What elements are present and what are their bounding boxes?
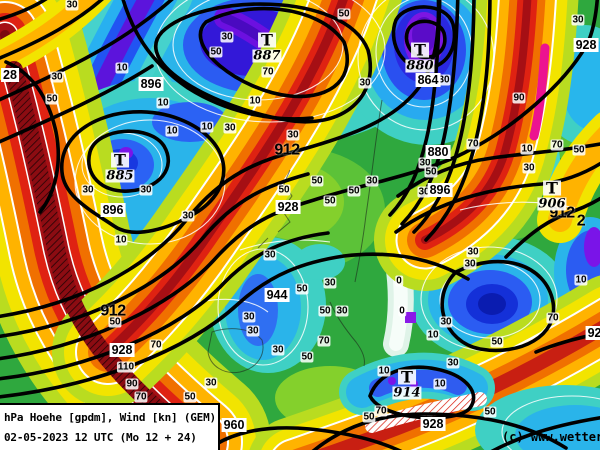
height-contour-label: 896	[138, 77, 164, 91]
wind-speed-label: 30	[463, 258, 477, 270]
wind-speed-label: 70	[374, 405, 388, 417]
wind-speed-label: 10	[115, 62, 129, 74]
wind-speed-label: 30	[323, 277, 337, 289]
wind-speed-label: 50	[295, 283, 309, 295]
low-center-symbol: T	[111, 152, 129, 168]
wind-speed-label: 0	[398, 305, 406, 317]
wind-speed-label: 110	[116, 361, 136, 373]
wind-speed-label: 10	[114, 234, 128, 246]
wind-speed-label: 30	[181, 210, 195, 222]
wind-speed-label: 50	[209, 46, 223, 58]
wind-speed-label: 70	[550, 139, 564, 151]
wind-speed-label: 30	[246, 325, 260, 337]
wind-speed-label: 30	[437, 74, 451, 86]
low-center-value: 914	[392, 385, 422, 401]
wind-speed-label: 50	[183, 391, 197, 403]
wind-speed-label: 10	[156, 97, 170, 109]
wind-speed-label: 70	[134, 391, 148, 403]
wind-speed-label: 30	[223, 122, 237, 134]
height-contour-label: 864	[415, 73, 441, 87]
wind-speed-label: 0	[395, 275, 403, 287]
wind-speed-label: 30	[522, 162, 536, 174]
wind-speed-label: 30	[418, 157, 432, 169]
footer-field-line: hPa Hoehe [gpdm], Wind [kn] (GEM)	[4, 411, 216, 424]
wind-speed-label: 50	[310, 175, 324, 187]
height-contour-label: 928	[109, 343, 135, 357]
height-contour-label: 928	[573, 38, 599, 52]
height-contour-label: 880	[425, 145, 451, 159]
wind-speed-label: 30	[571, 14, 585, 26]
height-contour-label: 896	[427, 183, 453, 197]
height-contour-label: 928	[275, 200, 301, 214]
wind-speed-label: 30	[335, 305, 349, 317]
wind-speed-label: 90	[125, 378, 139, 390]
map-footer: hPa Hoehe [gpdm], Wind [kn] (GEM) 02-05-…	[0, 403, 220, 450]
wind-speed-label: 10	[377, 365, 391, 377]
wind-speed-label: 50	[277, 184, 291, 196]
wind-speed-label: 70	[317, 335, 331, 347]
height-contour-label: 944	[264, 288, 290, 302]
wind-speed-label: 30	[81, 184, 95, 196]
wind-speed-label: 50	[490, 336, 504, 348]
wind-speed-label: 50	[337, 8, 351, 20]
wind-speed-label: 50	[483, 406, 497, 418]
wind-speed-label: 50	[347, 185, 361, 197]
low-center-symbol: T	[258, 32, 276, 48]
wind-speed-label: 30	[242, 311, 256, 323]
wind-speed-label: 10	[574, 274, 588, 286]
wind-speed-label: 50	[362, 411, 376, 423]
wind-speed-label: 50	[45, 93, 59, 105]
wind-speed-label: 50	[424, 166, 438, 178]
low-center-value: 880	[405, 58, 435, 74]
copyright-text: (c) www.wetter3	[502, 430, 600, 444]
wind-speed-label: 70	[261, 66, 275, 78]
wind-speed-label: 10	[165, 125, 179, 137]
low-center-symbol: T	[543, 180, 561, 196]
wind-speed-label: 10	[200, 121, 214, 133]
wind-speed-label: 30	[220, 31, 234, 43]
wind-speed-label: 30	[365, 175, 379, 187]
wind-speed-label: 50	[318, 305, 332, 317]
height-contour-label: 896	[100, 203, 126, 217]
wind-speed-label: 30	[358, 77, 372, 89]
wind-speed-label: 30	[286, 129, 300, 141]
wind-speed-label: 10	[426, 329, 440, 341]
wind-speed-label: 30	[466, 246, 480, 258]
footer-datetime-line: 02-05-2023 12 UTC (Mo 12 + 24)	[4, 431, 197, 444]
wind-speed-label: 30	[446, 357, 460, 369]
wind-speed-label: 90	[512, 92, 526, 104]
height-contour-label: 960	[221, 418, 247, 432]
wind-speed-label: 50	[300, 351, 314, 363]
wind-speed-label: 10	[248, 95, 262, 107]
low-center-value: 885	[105, 168, 135, 184]
wind-speed-label: 10	[433, 378, 447, 390]
wind-speed-label: 30	[271, 344, 285, 356]
wind-speed-label: 30	[50, 71, 64, 83]
wind-speed-label: 50	[108, 316, 122, 328]
wind-speed-label: 30	[139, 184, 153, 196]
wind-speed-label: 30	[204, 377, 218, 389]
wind-speed-label: 70	[466, 138, 480, 150]
low-center-symbol: T	[398, 369, 416, 385]
low-center-value: 906	[537, 196, 567, 212]
wind-speed-label: 50	[572, 144, 586, 156]
wind-speed-label: 30	[263, 249, 277, 261]
wind-speed-label: 10	[520, 143, 534, 155]
height-contour-label: 912	[274, 141, 300, 159]
height-contour-label: 928	[420, 417, 446, 431]
low-center-symbol: T	[411, 42, 429, 58]
wind-speed-label: 70	[149, 339, 163, 351]
height-contour-label: 912	[100, 302, 126, 320]
height-contour-label: 2	[576, 212, 586, 230]
height-contour-label: 928	[585, 326, 600, 340]
wind-speed-label: 30	[65, 0, 79, 11]
height-contour-label: 28	[1, 68, 19, 82]
wind-speed-label: 70	[546, 312, 560, 324]
wind-speed-label: 50	[323, 195, 337, 207]
low-center-value: 887	[252, 48, 282, 64]
wind-speed-label: 30	[417, 186, 431, 198]
wind-speed-label: 30	[439, 316, 453, 328]
